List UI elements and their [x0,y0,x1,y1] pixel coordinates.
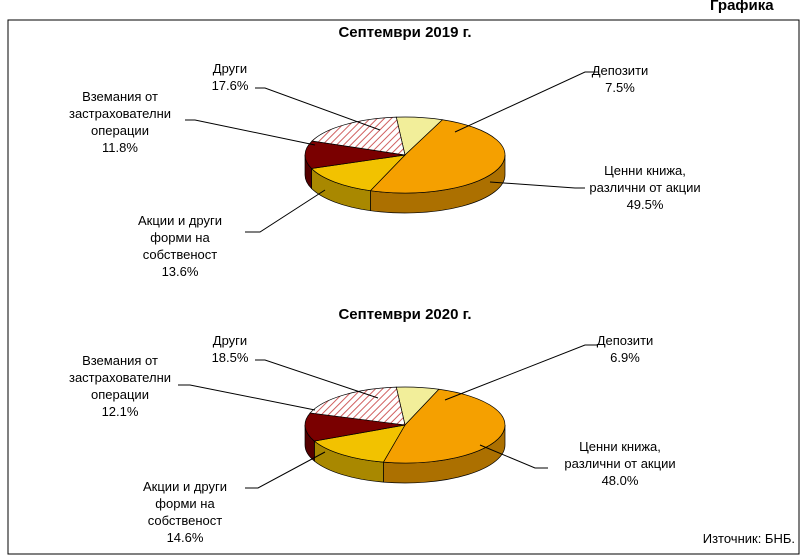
pie-slice [369,119,506,194]
slice-value-label: 49.5% [626,197,664,212]
slice-label: Депозити [596,333,654,348]
leader-line [185,119,316,146]
leader-line [245,451,326,489]
leader-line [479,444,548,469]
pie-slice [304,412,406,442]
leader-line [255,87,381,131]
slice-label: Ценни книжа, различни от акции [564,439,676,471]
slice-label: Други [212,333,248,348]
slice-value-label: 13.6% [161,264,199,279]
slice-label: Други [212,61,248,76]
leader-line [255,359,379,399]
slice-label: Акции и други форми на собственост [138,213,222,262]
leader-line [178,384,316,411]
slice-value-label: 48.0% [601,473,639,488]
leader-line [489,181,585,189]
slice-value-label: 6.9% [610,350,640,365]
leader-line [444,344,598,401]
slice-label: Акции и други форми на собственост [143,479,227,528]
slice-label: Депозити [591,63,649,78]
leader-line [245,189,326,233]
leader-line [454,71,598,133]
slice-value-label: 17.6% [211,78,249,93]
source: Източник: БНБ. [702,531,795,546]
pie-slice [310,154,406,192]
slice-label: Ценни книжа, различни от акции [589,163,701,195]
pie-slice [311,116,406,156]
slice-label: Вземания от застрахователни операции [68,89,172,138]
slice-value-label: 7.5% [605,80,635,95]
slice-value-label: 11.8% [102,140,138,155]
chart-title: Септември 2019 г. [338,24,471,41]
pie-slice [382,388,506,464]
slice-value-label: 12.1% [101,404,139,419]
pie-slice [313,424,406,463]
slice-value-label: 14.6% [166,530,204,545]
chart-title: Септември 2020 г. [338,306,471,323]
pie-slice [304,140,406,169]
frame [7,19,800,555]
header: Графика [710,0,774,14]
slice-label: Вземания от застрахователни операции [68,353,172,402]
slice-value-label: 18.5% [211,350,249,365]
